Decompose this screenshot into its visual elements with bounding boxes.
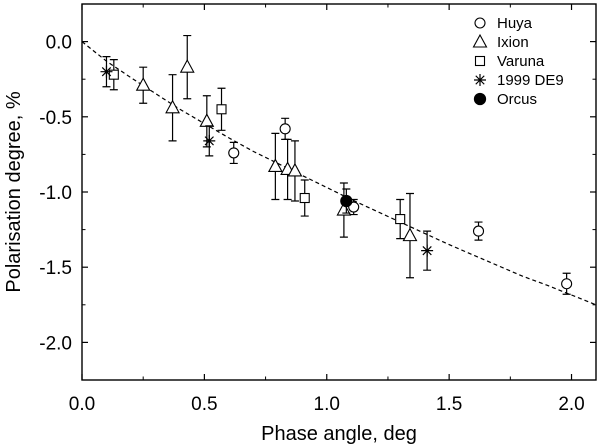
data-point — [165, 99, 180, 114]
axis-ticks-layer: 0.0 0.5 1.0 1.5 2.0 0.0 -0.5 -1.0 -1.5 -2.0 — [39, 3, 596, 415]
data-point — [216, 104, 227, 115]
data-point — [100, 65, 113, 78]
data-point — [561, 278, 573, 290]
data-point — [472, 225, 485, 237]
legend-item: 1999 DE9 — [474, 72, 564, 89]
y-tick-label: -0.5 — [39, 108, 72, 129]
legend-item: Varuna — [474, 53, 545, 70]
legend-label: 1999 DE9 — [497, 72, 564, 89]
legend-marker — [473, 92, 487, 106]
legend-label: Ixion — [497, 34, 529, 51]
x-axis-title: Phase angle, deg — [261, 423, 417, 445]
data-points-layer — [100, 34, 573, 295]
data-point — [402, 227, 418, 242]
y-tick-label: -2.0 — [39, 333, 72, 354]
legend-label: Huya — [497, 15, 533, 32]
data-point — [203, 134, 216, 147]
data-point — [279, 123, 291, 135]
data-point — [135, 77, 151, 91]
data-point — [179, 59, 195, 73]
x-tick-label: 1.5 — [436, 394, 462, 415]
series-varuna — [108, 59, 406, 240]
series-huya — [228, 117, 573, 295]
data-point — [299, 192, 310, 204]
y-axis-title: Polarisation degree, % — [3, 91, 25, 292]
data-point — [228, 147, 240, 159]
data-point — [340, 194, 353, 208]
legend-item: Huya — [474, 15, 533, 32]
legend-marker — [474, 17, 486, 29]
data-point — [336, 201, 352, 216]
legend-marker — [474, 55, 486, 67]
legend-marker — [472, 33, 488, 48]
series-1999-de9 — [100, 56, 434, 271]
x-tick-label: 1.0 — [314, 394, 340, 415]
legend-marker — [474, 74, 486, 86]
legend-label: Varuna — [497, 53, 545, 70]
data-point — [267, 158, 283, 172]
data-point — [395, 214, 406, 225]
data-point — [421, 244, 434, 257]
x-tick-label: 0.0 — [69, 394, 95, 415]
legend: Huya Ixion Varuna 1999 DE9 Orcus — [472, 15, 564, 108]
y-tick-label: -1.0 — [39, 183, 72, 204]
data-point — [287, 162, 303, 177]
series-ixion — [135, 34, 418, 279]
legend-item: Ixion — [472, 33, 529, 51]
series-orcus — [340, 188, 353, 214]
x-tick-label: 2.0 — [558, 394, 584, 415]
legend-label: Orcus — [497, 91, 537, 108]
x-tick-label: 0.5 — [191, 394, 217, 415]
y-tick-label: 0.0 — [46, 33, 72, 54]
y-tick-label: -1.5 — [39, 258, 72, 279]
legend-item: Orcus — [473, 91, 537, 108]
